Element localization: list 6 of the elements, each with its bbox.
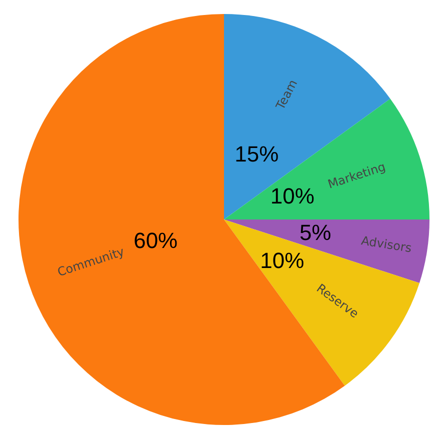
slice-label: Advisors xyxy=(360,233,413,256)
data-label: 10% xyxy=(260,248,304,273)
data-label: 60% xyxy=(134,228,178,253)
data-label: 10% xyxy=(270,183,314,208)
data-label: 15% xyxy=(234,141,279,166)
data-label: 5% xyxy=(299,220,332,246)
